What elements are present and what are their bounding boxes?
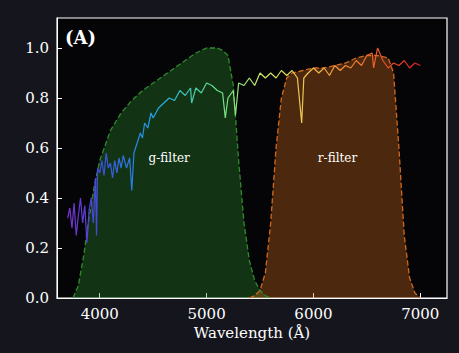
svg-text:0.4: 0.4 xyxy=(25,189,49,207)
svg-text:4000: 4000 xyxy=(81,305,119,323)
svg-text:0.2: 0.2 xyxy=(25,239,49,257)
svg-text:(A): (A) xyxy=(65,27,96,48)
svg-text:g-filter: g-filter xyxy=(149,151,191,165)
svg-text:0.8: 0.8 xyxy=(25,89,49,107)
svg-text:0.0: 0.0 xyxy=(25,289,49,307)
svg-text:1.0: 1.0 xyxy=(25,39,49,57)
svg-text:r-filter: r-filter xyxy=(318,151,358,165)
svg-text:5000: 5000 xyxy=(187,305,225,323)
svg-text:7000: 7000 xyxy=(401,305,439,323)
svg-text:6000: 6000 xyxy=(294,305,332,323)
svg-text:Wavelength (Å): Wavelength (Å) xyxy=(194,324,310,342)
svg-text:0.6: 0.6 xyxy=(25,139,49,157)
